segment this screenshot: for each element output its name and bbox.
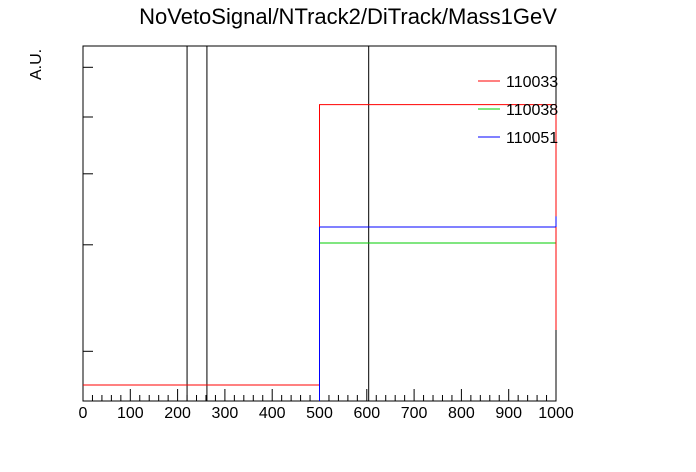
x-tick-label: 800 bbox=[448, 405, 475, 422]
x-tick-label: 0 bbox=[79, 405, 88, 422]
x-tick-label: 500 bbox=[306, 405, 333, 422]
x-tick-label: 300 bbox=[212, 405, 239, 422]
legend-label-110038: 110038 bbox=[506, 102, 558, 119]
x-tick-label: 1000 bbox=[538, 405, 574, 422]
chart-title: NoVetoSignal/NTrack2/DiTrack/Mass1GeV bbox=[139, 4, 557, 29]
x-tick-label: 100 bbox=[117, 405, 144, 422]
x-tick-label: 400 bbox=[259, 405, 286, 422]
x-tick-label: 700 bbox=[401, 405, 428, 422]
x-tick-label: 900 bbox=[495, 405, 522, 422]
legend-label-110033: 110033 bbox=[506, 74, 558, 91]
x-tick-label: 600 bbox=[353, 405, 380, 422]
legend-label-110051: 110051 bbox=[506, 130, 558, 147]
x-tick-label: 200 bbox=[164, 405, 191, 422]
